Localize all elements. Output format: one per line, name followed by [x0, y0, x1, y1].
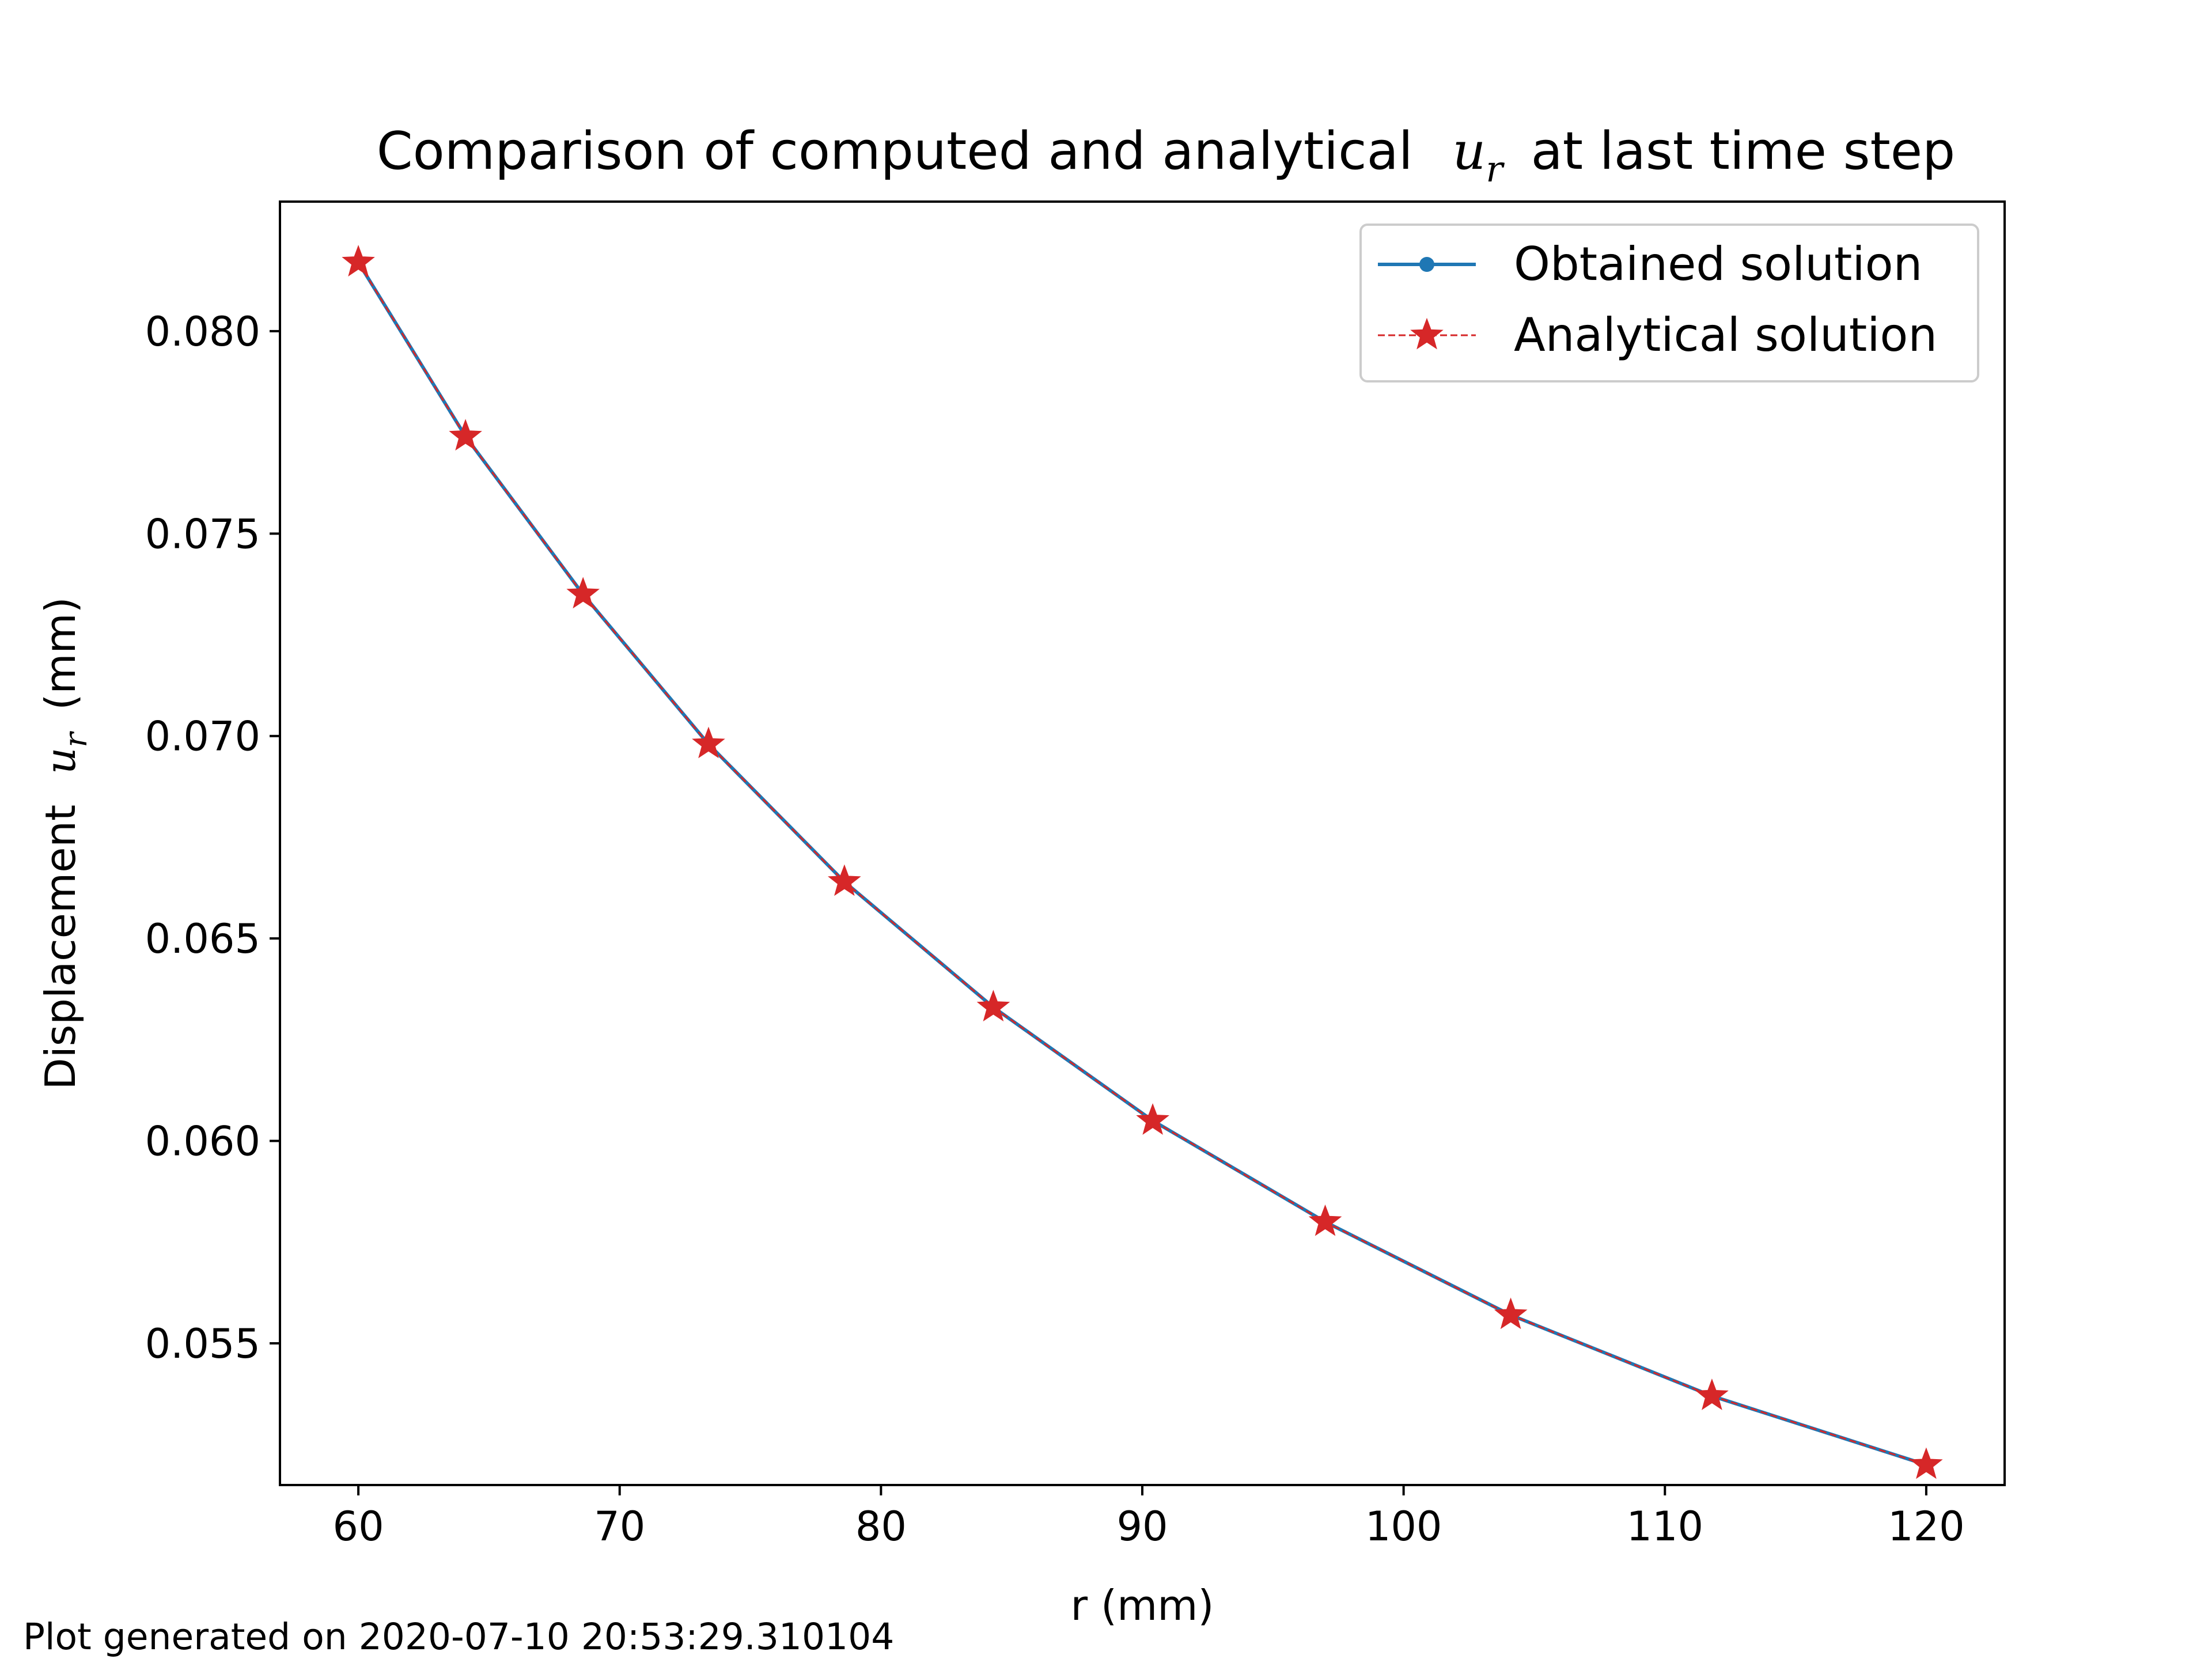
data-point-analytical [1136, 1103, 1169, 1135]
chart-title-subscript: r [1486, 148, 1505, 190]
chart-title-main: Comparison of computed and analytical [377, 121, 1413, 181]
legend-label-analytical: Analytical solution [1514, 308, 1937, 362]
chart-title: Comparison of computed and analytical ur… [377, 121, 1956, 194]
legend-marker-analytical [1410, 317, 1444, 350]
chart-title-tail: at last time step [1531, 121, 1956, 181]
y-tick-label: 0.070 [145, 713, 260, 760]
x-axis-label: r (mm) [1071, 1581, 1214, 1630]
data-point-analytical [566, 577, 600, 609]
data-point-analytical [1308, 1204, 1342, 1236]
y-axis-label-subscript: r [58, 730, 94, 747]
y-axis-label-variable: u [36, 747, 85, 774]
y-axis-label-main: Displacement [36, 805, 85, 1090]
data-point-analytical [1695, 1378, 1729, 1410]
y-axis-label-tail: (mm) [36, 597, 85, 710]
data-point-analytical [692, 726, 725, 759]
x-tick-label: 120 [1888, 1503, 1965, 1550]
y-tick-label: 0.060 [145, 1118, 260, 1165]
y-axis: 0.055 0.060 0.065 0.070 0.075 0.080 [145, 308, 280, 1368]
data-point-analytical [342, 245, 375, 276]
legend-label-obtained: Obtained solution [1514, 237, 1922, 291]
y-tick-label: 0.055 [145, 1320, 260, 1368]
legend: Obtained solution Analytical solution [1359, 224, 1979, 382]
series-line-analytical [357, 262, 1927, 1466]
x-tick-label: 80 [855, 1503, 907, 1550]
y-axis-label: Displacement ur (mm) [36, 597, 96, 1089]
x-tick-label: 110 [1626, 1503, 1703, 1550]
footer-timestamp: Plot generated on 2020-07-10 20:53:29.31… [23, 1616, 894, 1658]
plot-area [279, 200, 2006, 1486]
series-layer [342, 245, 1943, 1479]
x-tick-label: 60 [333, 1503, 384, 1550]
y-tick-label: 0.065 [145, 915, 260, 963]
data-point-analytical [449, 419, 482, 451]
x-tick-label: 90 [1116, 1503, 1168, 1550]
data-point-analytical [828, 864, 861, 896]
data-point-analytical [1494, 1297, 1528, 1330]
x-tick-label: 100 [1365, 1503, 1442, 1550]
legend-marker-obtained [1419, 257, 1434, 272]
legend-box [1359, 224, 1979, 382]
x-tick-label: 70 [594, 1503, 645, 1550]
data-point-analytical [976, 990, 1010, 1022]
x-axis: 60 70 80 90 100 110 120 [333, 1485, 1965, 1550]
y-tick-label: 0.075 [145, 510, 260, 558]
chart-title-variable: u [1452, 121, 1486, 181]
data-point-analytical [1910, 1447, 1943, 1479]
y-tick-label: 0.080 [145, 308, 260, 355]
